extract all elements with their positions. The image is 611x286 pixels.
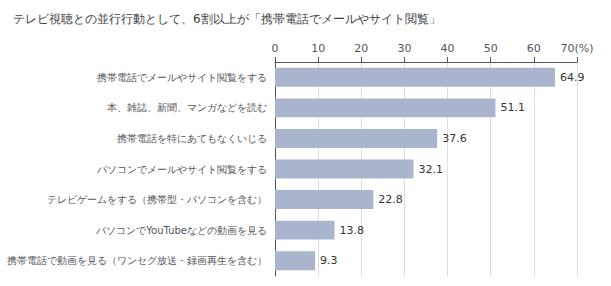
svg-text:パソコンでメールやサイト閲覧をする: パソコンでメールやサイト閲覧をする xyxy=(96,164,267,175)
svg-text:70(%): 70(%) xyxy=(560,42,593,55)
svg-text:32.1: 32.1 xyxy=(418,163,443,176)
svg-text:携帯電話でメールやサイト閲覧をする: 携帯電話でメールやサイト閲覧をする xyxy=(97,72,267,83)
svg-text:9.3: 9.3 xyxy=(320,254,338,267)
svg-text:携帯電話で動画を見る（ワンセグ放送・録画再生を含む）: 携帯電話で動画を見る（ワンセグ放送・録画再生を含む） xyxy=(7,255,267,266)
svg-text:50: 50 xyxy=(484,42,498,55)
svg-text:携帯電話を特にあてもなくいじる: 携帯電話を特にあてもなくいじる xyxy=(117,133,267,144)
svg-text:テレビゲームをする（携帯型・パソコンを含む）: テレビゲームをする（携帯型・パソコンを含む） xyxy=(47,194,267,205)
svg-text:60: 60 xyxy=(527,42,541,55)
svg-text:37.6: 37.6 xyxy=(442,132,467,145)
svg-text:0: 0 xyxy=(272,42,279,55)
svg-text:本、雑誌、新聞、マンガなどを読む: 本、雑誌、新聞、マンガなどを読む xyxy=(107,102,267,113)
svg-text:64.9: 64.9 xyxy=(560,71,585,84)
svg-text:13.8: 13.8 xyxy=(340,224,365,237)
svg-text:パソコンでYouTubeなどの動画を見る: パソコンでYouTubeなどの動画を見る xyxy=(95,225,267,236)
svg-text:51.1: 51.1 xyxy=(500,101,524,114)
svg-text:30: 30 xyxy=(397,42,411,55)
svg-text:テレビ視聴との並行行動として、6割以上が「携帯電話でメールや: テレビ視聴との並行行動として、6割以上が「携帯電話でメールやサイト閲覧」 xyxy=(13,12,441,26)
svg-text:10: 10 xyxy=(311,42,325,55)
svg-text:40: 40 xyxy=(441,42,455,55)
svg-text:20: 20 xyxy=(354,42,368,55)
svg-text:22.8: 22.8 xyxy=(378,193,403,206)
